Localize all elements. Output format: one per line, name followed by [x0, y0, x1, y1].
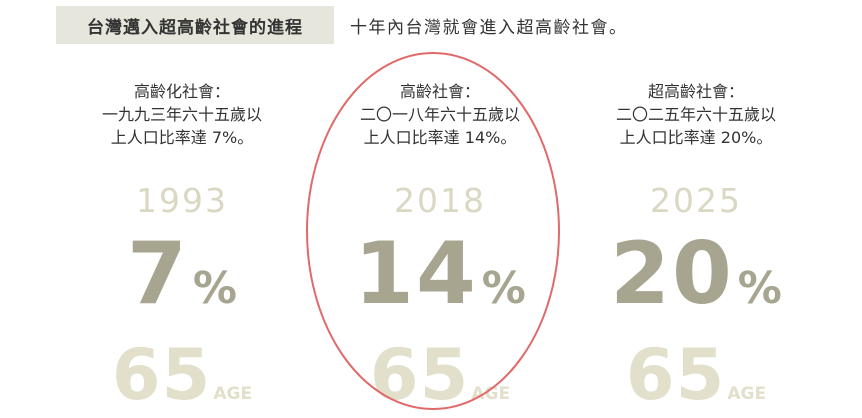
- percent-symbol: %: [737, 263, 782, 314]
- stage-year: 2025: [650, 181, 742, 220]
- stage-description: 高齡化社會： 一九九三年六十五歲以 上人口比率達 7%。: [52, 80, 312, 149]
- header-tag: 台灣邁入超高齡社會的進程: [56, 6, 334, 44]
- stage-description: 超高齡社會： 二〇二五年六十五歲以 上人口比率達 20%。: [566, 80, 826, 149]
- stage-desc-line: 高齡化社會：: [133, 82, 230, 101]
- stage-percent: 7%: [52, 224, 312, 324]
- stage-year: 1993: [136, 181, 228, 220]
- stage-desc-line: 上人口比率達 14%。: [363, 128, 517, 147]
- stage-year: 2018: [394, 181, 486, 220]
- age-number: 65: [369, 334, 470, 416]
- age-number: 65: [111, 334, 212, 416]
- stage-desc-line: 一九九三年六十五歲以: [101, 105, 262, 124]
- stage-1993: 高齡化社會： 一九九三年六十五歲以 上人口比率達 7%。 1993 7% 65 A…: [52, 0, 312, 418]
- percent-symbol: %: [192, 263, 237, 314]
- stage-desc-line: 上人口比率達 20%。: [619, 128, 773, 147]
- stage-age: 65 AGE: [52, 334, 312, 416]
- stage-age: 65 AGE: [566, 334, 826, 416]
- header-subtitle: 十年內台灣就會進入超高齡社會。: [350, 17, 628, 38]
- stage-desc-line: 上人口比率達 7%。: [110, 128, 254, 147]
- age-label: AGE: [727, 384, 767, 404]
- stage-2018: 高齡社會： 二〇一八年六十五歲以 上人口比率達 14%。 2018 14% 65…: [310, 0, 570, 418]
- stage-age: 65 AGE: [310, 334, 570, 416]
- stage-percent: 14%: [310, 224, 570, 324]
- age-number: 65: [625, 334, 726, 416]
- age-label: AGE: [213, 384, 253, 404]
- age-label: AGE: [471, 384, 511, 404]
- stage-desc-line: 二〇二五年六十五歲以: [615, 105, 776, 124]
- stage-percent: 20%: [566, 224, 826, 324]
- header-tag-text: 台灣邁入超高齡社會的進程: [87, 17, 303, 38]
- stage-2025: 超高齡社會： 二〇二五年六十五歲以 上人口比率達 20%。 2025 20% 6…: [566, 0, 826, 418]
- percent-symbol: %: [481, 263, 526, 314]
- percent-number: 20: [610, 224, 734, 324]
- stage-desc-line: 高齡社會：: [399, 82, 480, 101]
- stage-desc-line: 二〇一八年六十五歲以: [359, 105, 520, 124]
- percent-number: 7: [127, 224, 189, 324]
- stage-description: 高齡社會： 二〇一八年六十五歲以 上人口比率達 14%。: [310, 80, 570, 149]
- percent-number: 14: [354, 224, 478, 324]
- stage-desc-line: 超高齡社會：: [647, 82, 744, 101]
